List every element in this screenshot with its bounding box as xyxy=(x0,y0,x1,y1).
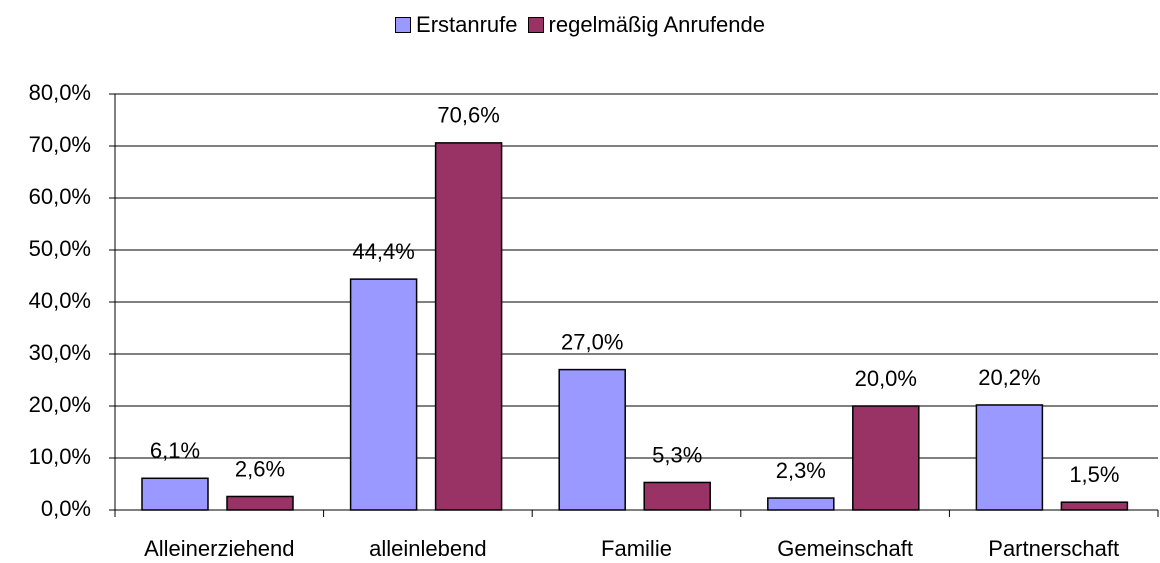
value-label: 44,4% xyxy=(352,239,414,264)
bar xyxy=(558,368,626,511)
y-tick-label: 0,0% xyxy=(41,496,91,521)
value-label: 6,1% xyxy=(150,438,200,463)
legend-label: regelmäßig Anrufende xyxy=(548,12,765,37)
x-tick-label: alleinlebend xyxy=(369,536,486,558)
value-label: 20,0% xyxy=(855,366,917,391)
legend-swatch xyxy=(395,17,412,33)
bar xyxy=(349,278,418,511)
x-tick-label: Gemeinschaft xyxy=(777,536,913,558)
bar xyxy=(643,481,711,511)
value-label: 70,6% xyxy=(437,103,499,128)
bar xyxy=(434,142,503,511)
legend-swatch xyxy=(527,17,544,33)
value-label: 27,0% xyxy=(561,329,623,354)
value-label: 5,3% xyxy=(652,442,702,467)
y-tick-label: 10,0% xyxy=(29,444,91,469)
y-tick-label: 40,0% xyxy=(29,288,91,313)
value-label: 2,6% xyxy=(235,456,285,481)
y-tick-label: 30,0% xyxy=(29,340,91,365)
legend: Erstanrufe regelmäßig Anrufende xyxy=(0,12,1160,38)
legend-label: Erstanrufe xyxy=(416,12,518,37)
y-tick-label: 60,0% xyxy=(29,184,91,209)
bar xyxy=(767,497,835,511)
y-tick-label: 80,0% xyxy=(29,80,91,105)
y-tick-label: 50,0% xyxy=(29,236,91,261)
value-label: 1,5% xyxy=(1069,462,1119,487)
y-tick-label: 20,0% xyxy=(29,392,91,417)
value-label: 2,3% xyxy=(776,458,826,483)
bar xyxy=(1060,501,1129,511)
bar xyxy=(141,477,209,511)
x-tick-label: Familie xyxy=(601,536,672,558)
bar xyxy=(852,405,920,511)
x-tick-label: Alleinerziehend xyxy=(144,536,294,558)
legend-item: Erstanrufe xyxy=(395,12,518,38)
value-label: 20,2% xyxy=(978,365,1040,390)
legend-item: regelmäßig Anrufende xyxy=(527,12,765,38)
y-tick-label: 70,0% xyxy=(29,132,91,157)
bar xyxy=(226,495,294,511)
x-tick-label: Partnerschaft xyxy=(988,536,1119,558)
bar xyxy=(975,404,1044,511)
